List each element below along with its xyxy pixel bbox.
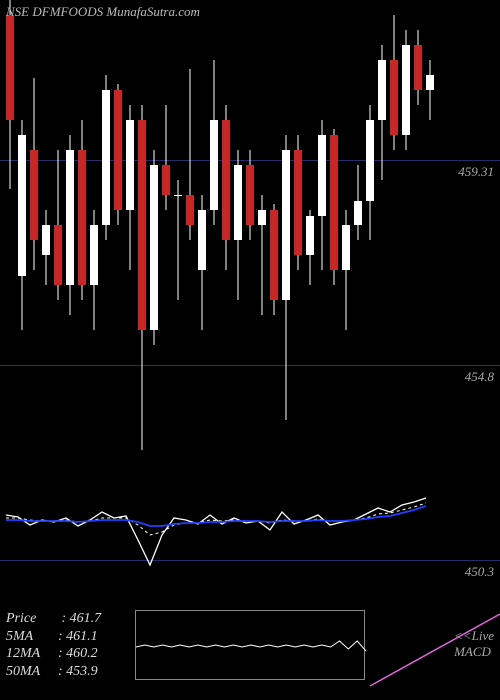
price-info-box: Price : 461.7 5MA: 461.1 12MA: 460.2 50M… — [6, 610, 101, 680]
info-50ma: 50MA: 453.9 — [6, 663, 101, 681]
info-12ma: 12MA: 460.2 — [6, 645, 101, 663]
stock-chart: NSE DFMFOODS MunafaSutra.com 459.31454.8… — [0, 0, 500, 700]
inset-line — [136, 611, 366, 681]
info-5ma: 5MA: 461.1 — [6, 628, 101, 646]
macd-inset — [135, 610, 365, 680]
live-macd-label: <<Live MACD — [454, 628, 494, 660]
candlestick-panel — [0, 0, 460, 450]
chart-header: NSE DFMFOODS MunafaSutra.com — [6, 4, 200, 20]
info-price: Price : 461.7 — [6, 610, 101, 628]
oscillator-panel — [0, 470, 460, 570]
